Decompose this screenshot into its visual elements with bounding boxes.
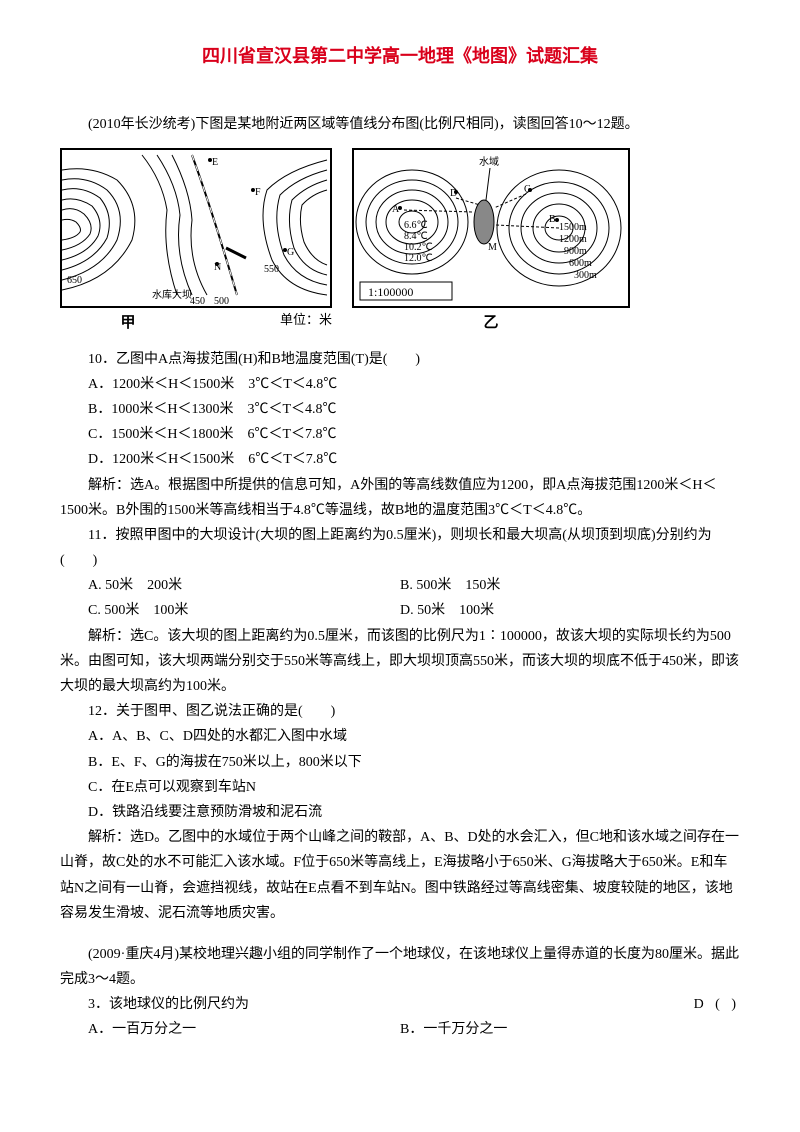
intro-para: (2010年长沙统考)下图是某地附近两区域等值线分布图(比例尺相同)，读图回答1… (60, 112, 740, 137)
fig-b-water-label: 水域 (479, 155, 499, 168)
figure-a-box: E F G N 650 450 500 550 水库大坝 (60, 148, 332, 308)
fig-a-label-g: G (287, 247, 294, 258)
fig-b-label-m: M (488, 242, 497, 253)
q11-opt-b: B. 500米 150米 (400, 573, 740, 598)
vspace (60, 926, 740, 942)
q11-explanation: 解析：选C。该大坝的图上距离约为0.5厘米，而该图的比例尺为1∶100000，故… (60, 624, 740, 700)
q3-row: 3．该地球仪的比例尺约为 D ( ) (60, 992, 740, 1017)
q11-opt-a: A. 50米 200米 (60, 573, 400, 598)
fig-b-b-val-2: 900m (564, 246, 587, 257)
q12-opt-b: B．E、F、G的海拔在750米以上，800米以下 (60, 750, 740, 775)
fig-b-caption: 乙 (483, 310, 498, 337)
fig-a-contour-650: 650 (67, 275, 82, 286)
fig-a-contour-450: 450 (190, 296, 205, 306)
q3-stem: 3．该地球仪的比例尺约为 (60, 992, 650, 1017)
figure-b-svg: 水域 A D C B M 6.6℃ 8.4℃ 10.2℃ 12.0℃ 1500m… (354, 150, 628, 306)
fig-a-label-f: F (255, 187, 261, 198)
q10-opt-a: A．1200米＜H＜1500米 3℃＜T＜4.8℃ (60, 372, 740, 397)
fig-a-g-dot (283, 248, 287, 252)
q10-opt-b: B．1000米＜H＜1300米 3℃＜T＜4.8℃ (60, 397, 740, 422)
fig-a-contour-550: 550 (264, 264, 279, 275)
fig-b-b-val-0: 1500m (559, 222, 587, 233)
fig-b-label-b: B (549, 214, 556, 225)
q11-opts-row2: C. 500米 100米 D. 50米 100米 (60, 598, 740, 623)
q12-opt-d: D．铁路沿线要注意预防滑坡和泥石流 (60, 800, 740, 825)
figure-b-container: 水域 A D C B M 6.6℃ 8.4℃ 10.2℃ 12.0℃ 1500m… (352, 148, 630, 337)
fig-a-f-dot (251, 188, 255, 192)
fig-b-a-val-2: 10.2℃ (404, 242, 433, 253)
q11-opts-row1: A. 50米 200米 B. 500米 150米 (60, 573, 740, 598)
fig-b-a-val-3: 12.0℃ (404, 253, 433, 264)
q12-opt-a: A．A、B、C、D四处的水都汇入图中水域 (60, 724, 740, 749)
q10-opt-d: D．1200米＜H＜1500米 6℃＜T＜7.8℃ (60, 447, 740, 472)
page-title: 四川省宣汉县第二中学高一地理《地图》试题汇集 (60, 40, 740, 72)
fig-b-b-val-1: 1200m (559, 234, 587, 245)
q12-explanation: 解析：选D。乙图中的水域位于两个山峰之间的鞍部，A、B、D处的水会汇入，但C地和… (60, 825, 740, 926)
fig-b-d-dot (454, 190, 458, 194)
fig-a-label-e: E (212, 157, 218, 168)
figures-row: E F G N 650 450 500 550 水库大坝 甲 单位：米 (60, 148, 740, 337)
fig-b-b-val-4: 300m (574, 270, 597, 281)
q3-opt-b: B．一千万分之一 (400, 1017, 740, 1042)
q12-stem: 12．关于图甲、图乙说法正确的是( ) (60, 699, 740, 724)
fig-b-a-val-0: 6.6℃ (404, 220, 428, 231)
fig-a-station-n-dot (215, 262, 219, 266)
fig-b-a-dot (398, 206, 402, 210)
q10-opt-c: C．1500米＜H＜1800米 6℃＜T＜7.8℃ (60, 422, 740, 447)
figure-a-container: E F G N 650 450 500 550 水库大坝 甲 单位：米 (60, 148, 332, 337)
q10-stem: 10．乙图中A点海拔范围(H)和B地温度范围(T)是( ) (60, 347, 740, 372)
fig-a-contour-500: 500 (214, 296, 229, 306)
q3-opt-a: A．一百万分之一 (60, 1017, 400, 1042)
fig-a-e-dot (208, 158, 212, 162)
q10-explanation: 解析：选A。根据图中所提供的信息可知，A外围的等高线数值应为1200，即A点海拔… (60, 473, 740, 523)
fig-b-c-dot (528, 188, 532, 192)
fig-a-caption: 甲 (60, 310, 196, 337)
fig-a-unit: 单位：米 (196, 308, 332, 337)
fig-b-b-dot (555, 218, 559, 222)
fig-b-a-val-1: 8.4℃ (404, 231, 428, 242)
q3-opts-row: A．一百万分之一 B．一千万分之一 (60, 1017, 740, 1042)
q11-stem: 11．按照甲图中的大坝设计(大坝的图上距离约为0.5厘米)，则坝长和最大坝高(从… (60, 523, 740, 573)
q3-answer-slot: D ( ) (650, 992, 740, 1017)
fig-b-scale-text: 1:100000 (368, 285, 413, 299)
q11-opt-c: C. 500米 100米 (60, 598, 400, 623)
q12-opt-c: C．在E点可以观察到车站N (60, 775, 740, 800)
fig-b-b-val-3: 600m (569, 258, 592, 269)
q11-opt-d: D. 50米 100米 (400, 598, 740, 623)
fig-a-dam-label: 水库大坝 (152, 288, 192, 301)
set2-intro: (2009·重庆4月)某校地理兴趣小组的同学制作了一个地球仪，在该地球仪上量得赤… (60, 942, 740, 992)
figure-b-box: 水域 A D C B M 6.6℃ 8.4℃ 10.2℃ 12.0℃ 1500m… (352, 148, 630, 308)
figure-a-svg: E F G N 650 450 500 550 水库大坝 (62, 150, 330, 306)
